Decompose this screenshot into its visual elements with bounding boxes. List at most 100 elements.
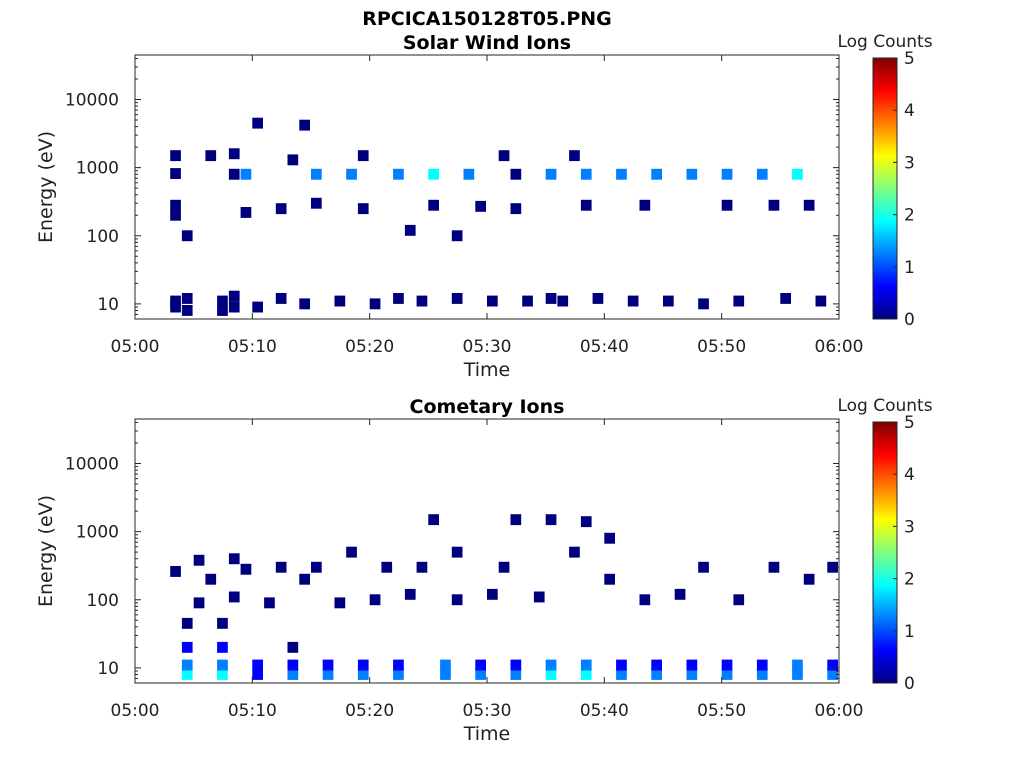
heatmap-cell: [604, 532, 615, 544]
heatmap-cell: [651, 669, 662, 680]
heatmap-cell: [592, 293, 604, 304]
heatmap-cell: [721, 659, 733, 671]
heatmap-cell: [228, 553, 240, 565]
heatmap-cell: [639, 199, 651, 211]
colorbar-ticks: 5 4 3 2 1 0: [893, 413, 915, 694]
heatmap-cells: [170, 514, 838, 680]
heatmap-cell: [404, 588, 416, 600]
heatmap-cell: [357, 203, 369, 215]
heatmap-cell: [580, 659, 592, 671]
heatmap-cell: [451, 230, 463, 242]
colorbar-tick-label: 1: [904, 258, 915, 278]
heatmap-cell: [228, 148, 240, 160]
heatmap-cell: [170, 199, 181, 211]
colorbar-gradient: [872, 57, 898, 320]
heatmap-cell: [498, 150, 510, 162]
heatmap-cell: [510, 168, 522, 180]
heatmap-cell: [510, 514, 522, 526]
x-tick-label: 05:30: [463, 701, 512, 721]
heatmap-cell: [311, 197, 322, 209]
panel-title: Cometary Ions: [410, 396, 565, 418]
colorbar-tick-label: 5: [904, 49, 915, 69]
heatmap-cell: [322, 659, 334, 671]
colorbar-tick-label: 2: [904, 570, 915, 590]
heatmap-cell: [639, 594, 651, 606]
heatmap-cell: [580, 168, 592, 180]
heatmap-cell: [334, 597, 346, 609]
panel-solar-wind: Solar Wind Ions 05:00 05:10 05:20 05:30 05:4…: [35, 32, 933, 381]
heatmap-cell: [275, 203, 287, 215]
heatmap-cell: [170, 150, 181, 162]
heatmap-cell: [252, 659, 263, 671]
heatmap-cell: [217, 617, 228, 629]
heatmap-cell: [346, 168, 357, 180]
heatmap-cell: [451, 594, 463, 606]
heatmap-cell: [569, 546, 580, 558]
colorbar: Log Counts 5 4 3 2 1 0: [837, 32, 932, 330]
colorbar-tick-label: 0: [904, 310, 915, 330]
x-axis: 05:00 05:10 05:20 05:30 05:40 05:50 06:00: [111, 55, 864, 357]
heatmap-cell: [627, 295, 639, 307]
heatmap-cell: [264, 597, 275, 609]
heatmap-cell: [193, 554, 205, 566]
colorbar-tick-label: 2: [904, 206, 915, 226]
heatmap-cell: [522, 295, 533, 307]
y-tick-label: 100: [87, 591, 119, 611]
y-tick-label: 10000: [65, 91, 119, 111]
heatmap-cell: [275, 293, 287, 304]
heatmap-cell: [299, 298, 310, 310]
heatmap-cell: [440, 669, 451, 680]
heatmap-cell: [217, 305, 228, 316]
heatmap-cell: [756, 669, 768, 680]
heatmap-cell: [393, 669, 404, 680]
heatmap-cell: [287, 154, 299, 166]
x-tick-label: 05:40: [580, 337, 629, 357]
heatmap-cell: [686, 659, 698, 671]
heatmap-cell: [322, 669, 334, 680]
heatmap-cell: [733, 594, 745, 606]
heatmap-cell: [228, 591, 240, 603]
heatmap-cell: [721, 199, 733, 211]
heatmap-cell: [334, 295, 346, 307]
heatmap-cell: [381, 561, 393, 573]
heatmap-cell: [698, 561, 709, 573]
x-tick-label: 05:00: [111, 337, 160, 357]
heatmap-cell: [756, 168, 768, 180]
heatmap-cell: [181, 641, 193, 653]
heatmap-cell: [170, 566, 181, 577]
heatmap-cell: [545, 293, 557, 304]
heatmap-cell: [217, 659, 228, 671]
heatmap-cell: [557, 295, 569, 307]
heatmap-cell: [651, 168, 662, 180]
heatmap-cell: [217, 641, 228, 653]
panel-title: Solar Wind Ions: [403, 32, 571, 54]
heatmap-cell: [803, 573, 815, 585]
heatmap-cell: [674, 588, 686, 600]
heatmap-cell: [721, 168, 733, 180]
heatmap-cell: [569, 150, 580, 162]
heatmap-cell: [193, 597, 205, 609]
heatmap-cell: [311, 168, 322, 180]
colorbar-label: Log Counts: [837, 396, 932, 416]
heatmap-cell: [311, 561, 322, 573]
x-tick-label: 05:20: [345, 701, 394, 721]
heatmap-cell: [463, 168, 475, 180]
heatmap-cell: [181, 669, 193, 680]
colorbar-tick-label: 3: [904, 153, 915, 173]
heatmap-cell: [475, 669, 486, 680]
heatmap-cell: [240, 168, 252, 180]
heatmap-cell: [487, 588, 498, 600]
heatmap-cell: [170, 168, 181, 179]
heatmap-cell: [252, 301, 263, 313]
heatmap-cell: [275, 561, 287, 573]
heatmap-cell: [733, 295, 745, 307]
heatmap-cell: [533, 591, 545, 603]
heatmap-cell: [287, 641, 299, 653]
heatmap-cell: [404, 224, 416, 236]
colorbar-ticks: 5 4 3 2 1 0: [893, 49, 915, 330]
heatmap-cell: [487, 295, 498, 307]
y-tick-label: 100: [87, 227, 119, 247]
heatmap-cell: [792, 168, 803, 180]
y-axis: 10 100 1000 10000: [65, 421, 839, 684]
heatmap-cell: [510, 203, 522, 215]
